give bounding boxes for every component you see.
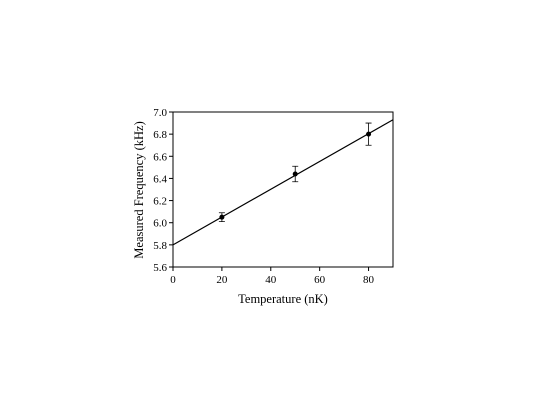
y-axis-label: Measured Frequency (kHz) — [132, 121, 146, 258]
x-axis-label: Temperature (nK) — [238, 292, 328, 306]
y-tick-label: 6.8 — [153, 129, 167, 141]
data-point — [366, 131, 372, 137]
data-point — [292, 171, 298, 177]
x-tick-label: 40 — [265, 274, 277, 286]
plot-frame — [172, 111, 394, 268]
y-tick-label: 5.6 — [153, 262, 167, 274]
y-tick-label: 7.0 — [153, 107, 167, 119]
y-tick-label: 6.4 — [153, 173, 167, 185]
x-tick-label: 20 — [216, 274, 228, 286]
x-tick-label: 0 — [170, 274, 176, 286]
y-tick-label: 6.2 — [153, 196, 167, 208]
y-tick-label: 5.8 — [153, 240, 167, 252]
x-tick-label: 60 — [314, 274, 326, 286]
y-tick-label: 6.0 — [153, 218, 167, 230]
fit-line — [172, 119, 394, 246]
y-tick-label: 6.6 — [153, 151, 167, 163]
data-point — [219, 214, 225, 220]
x-tick-label: 80 — [363, 274, 375, 286]
